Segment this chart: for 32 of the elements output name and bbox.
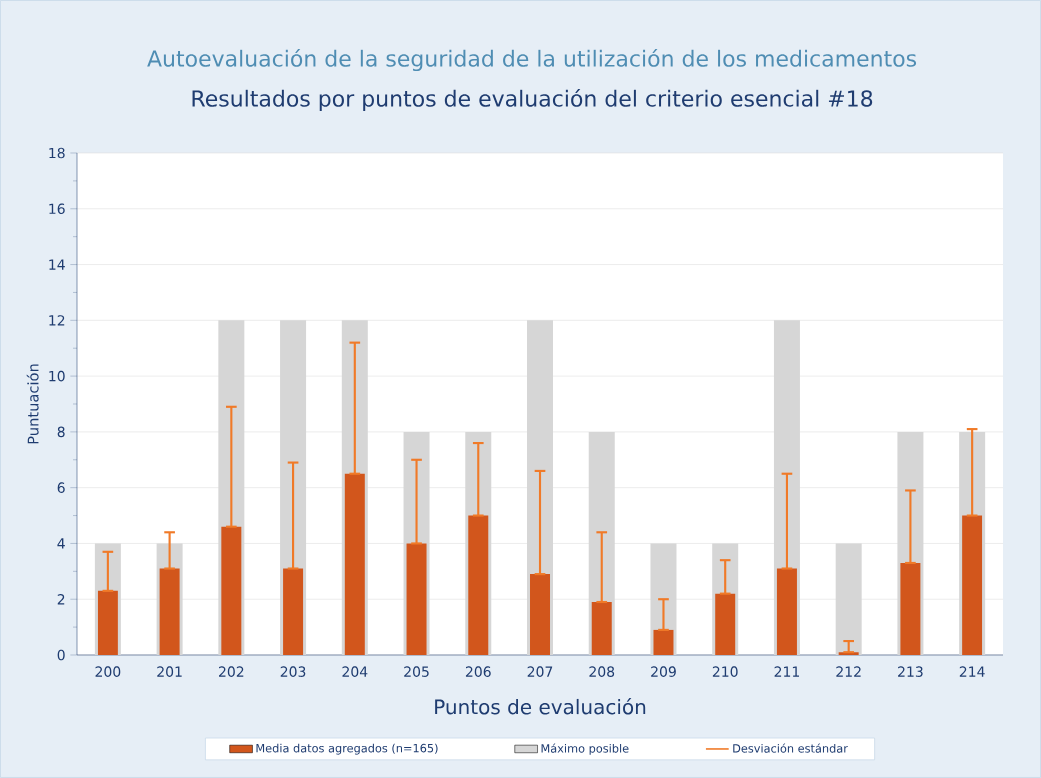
y-tick-label: 12 [49, 315, 65, 326]
x-tick-label: 211 [774, 666, 799, 677]
x-tick-label: 202 [219, 666, 244, 677]
y-tick-label: 8 [57, 426, 65, 438]
x-tick-label: 200 [95, 666, 121, 677]
x-tick-label: 209 [651, 666, 676, 677]
y-tick-label: 16 [49, 203, 65, 215]
chart-title: Autoevaluación de la seguridad de la utilización de los medicamentos [147, 48, 917, 72]
y-tick-label: 18 [49, 147, 65, 159]
y-tick-label: 14 [49, 259, 65, 270]
x-tick-label: 210 [712, 666, 738, 677]
x-tick-label: 207 [527, 666, 553, 677]
x-axis-title: Puntos de evaluación [435, 698, 646, 715]
x-tick-label: 213 [898, 666, 923, 677]
legend-label: Máximo posible [541, 743, 629, 755]
y-tick-label: 2 [57, 594, 65, 605]
chart-subtitle: Resultados por puntos de evaluación del criterio esencial #18 [192, 88, 873, 112]
x-tick-label: 205 [404, 666, 429, 677]
x-tick-label: 203 [280, 666, 306, 677]
legend-label: Media datos agregados (n=165) [256, 743, 438, 755]
y-axis-title: Puntuación [26, 364, 39, 444]
x-tick-label: 201 [157, 666, 182, 677]
x-tick-label: 208 [589, 666, 615, 677]
x-tick-label: 212 [836, 666, 861, 677]
x-tick-label: 204 [342, 666, 368, 677]
y-tick-label: 4 [57, 538, 65, 549]
x-tick-label: 206 [465, 666, 491, 677]
text: Desviación estándar [733, 743, 848, 753]
x-tick-label: 214 [959, 666, 985, 677]
y-tick-label: 10 [49, 370, 65, 382]
y-tick-label: 0 [57, 649, 65, 661]
y-tick-label: 6 [57, 482, 65, 493]
